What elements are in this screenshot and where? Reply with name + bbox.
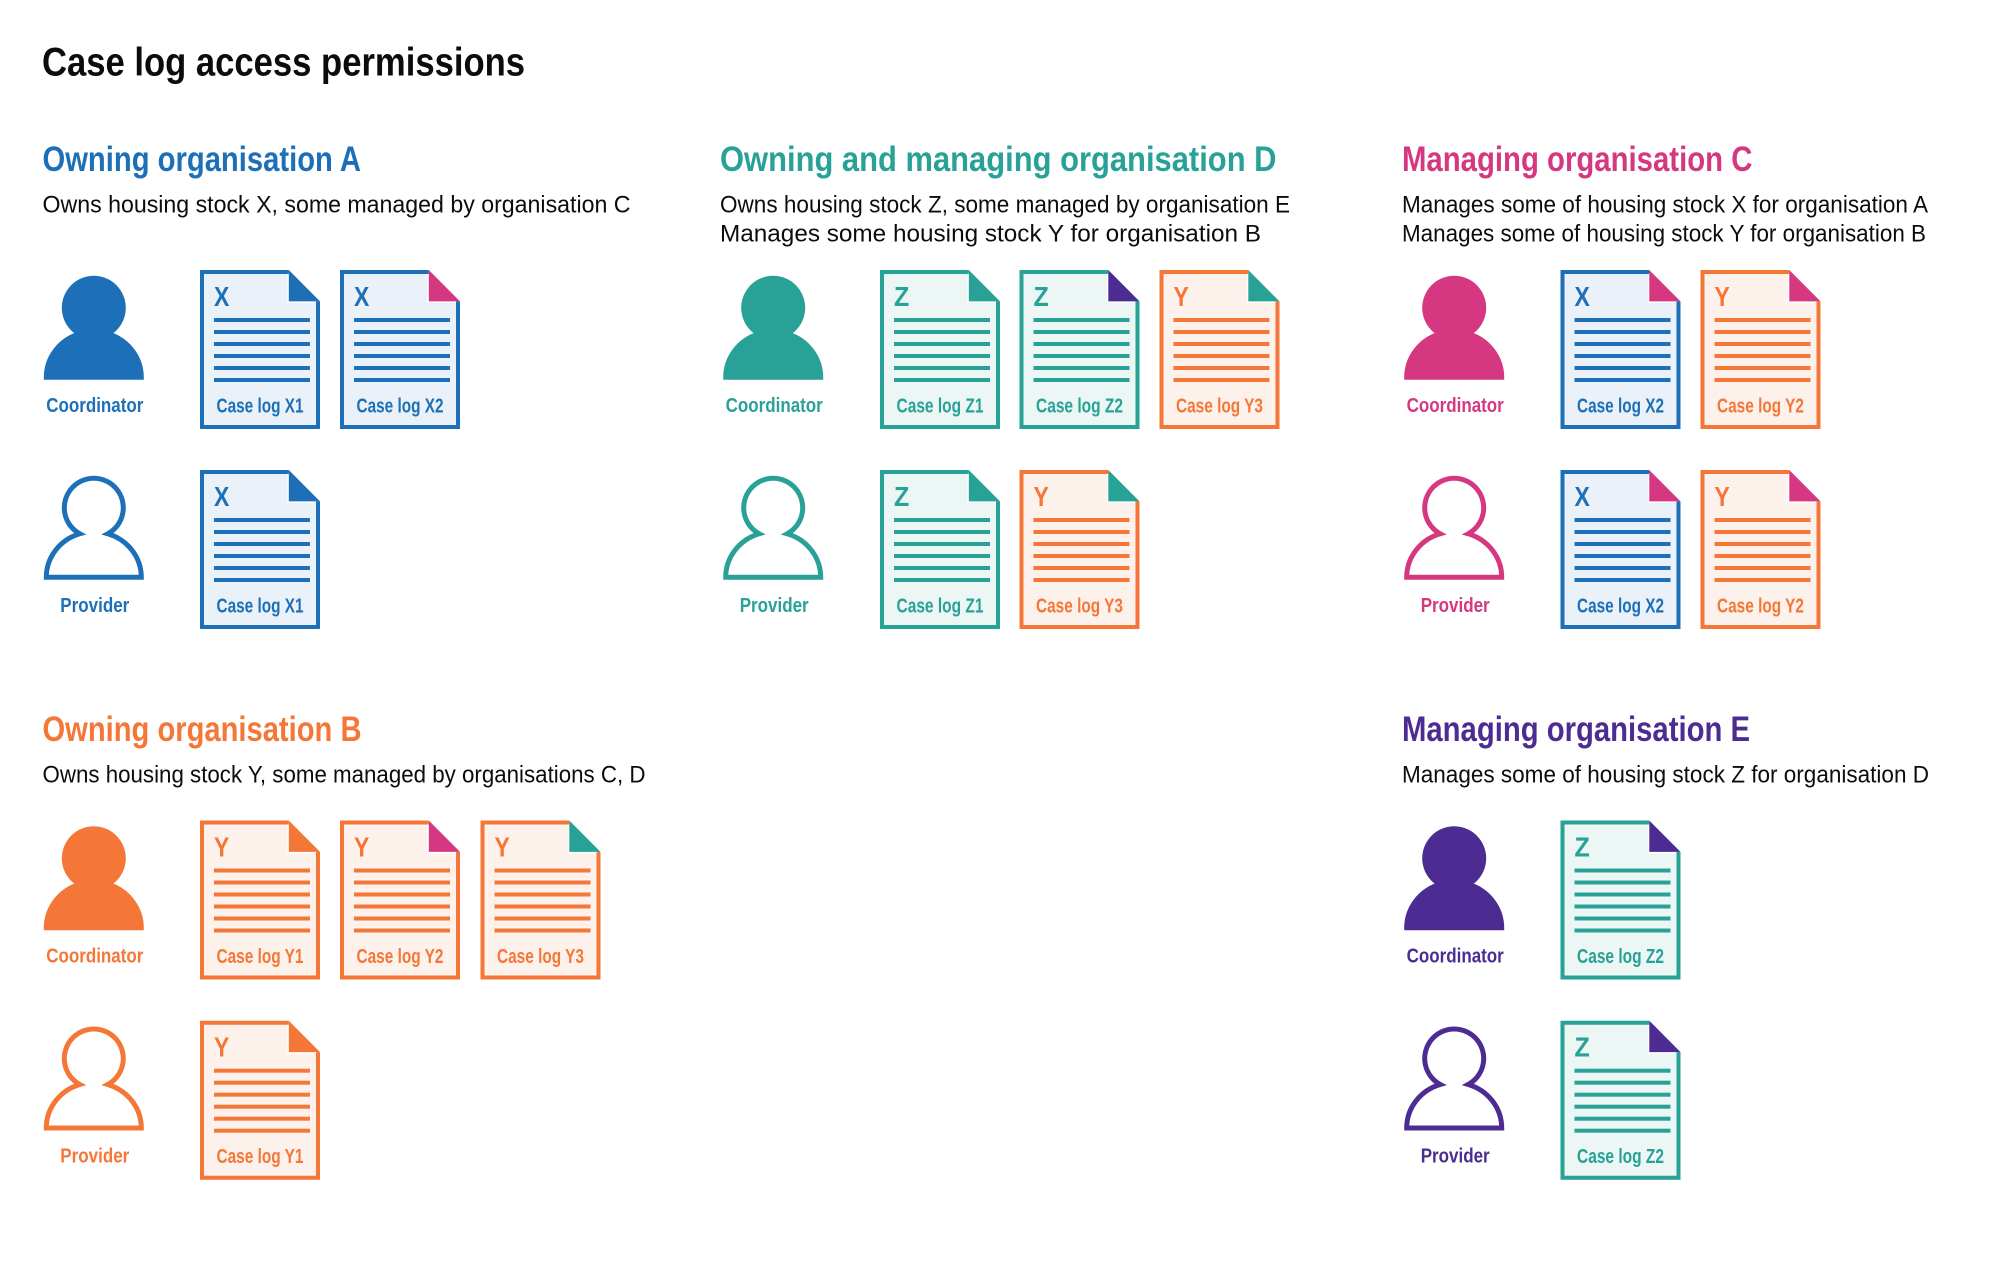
svg-text:Case log Z2: Case log Z2 <box>1036 395 1123 417</box>
svg-text:X: X <box>214 281 230 312</box>
svg-text:Z: Z <box>894 481 909 512</box>
svg-text:Coordinator: Coordinator <box>726 395 823 417</box>
svg-text:Provider: Provider <box>60 595 129 617</box>
svg-text:Case log access permissions: Case log access permissions <box>42 40 525 84</box>
svg-text:Case log Y1: Case log Y1 <box>217 1146 304 1168</box>
svg-text:Provider: Provider <box>1421 1146 1490 1168</box>
svg-text:Case log Y2: Case log Y2 <box>1717 595 1804 617</box>
svg-text:Y: Y <box>495 832 511 863</box>
svg-text:Z: Z <box>1575 1032 1590 1063</box>
svg-text:Case log X2: Case log X2 <box>357 395 444 417</box>
svg-text:X: X <box>1575 281 1591 312</box>
svg-text:Case log Z2: Case log Z2 <box>1577 1146 1664 1168</box>
svg-text:Case log Y1: Case log Y1 <box>217 946 304 968</box>
svg-text:Y: Y <box>1034 481 1050 512</box>
svg-text:Case log Y2: Case log Y2 <box>357 946 444 968</box>
svg-text:Owning organisation B: Owning organisation B <box>43 710 362 749</box>
svg-text:X: X <box>1575 481 1591 512</box>
svg-text:Case log Z2: Case log Z2 <box>1577 946 1664 968</box>
svg-text:Coordinator: Coordinator <box>1407 946 1504 968</box>
svg-text:Manages some of housing stock: Manages some of housing stock Z for orga… <box>1402 762 1929 789</box>
svg-text:Y: Y <box>214 832 230 863</box>
svg-text:Owning and managing organisati: Owning and managing organisation D <box>720 140 1277 179</box>
svg-text:Coordinator: Coordinator <box>46 946 143 968</box>
svg-text:Y: Y <box>354 832 370 863</box>
svg-text:Case log X1: Case log X1 <box>217 395 304 417</box>
svg-text:Case log Z1: Case log Z1 <box>897 595 984 617</box>
svg-text:Owns housing stock Y, some man: Owns housing stock Y, some managed by or… <box>43 762 646 789</box>
svg-text:Provider: Provider <box>60 1146 129 1168</box>
svg-text:Z: Z <box>894 281 909 312</box>
svg-text:Z: Z <box>1034 281 1049 312</box>
svg-text:Managing organisation C: Managing organisation C <box>1402 140 1752 179</box>
svg-text:Owns housing stock X, some man: Owns housing stock X, some managed by or… <box>43 192 631 219</box>
svg-text:Y: Y <box>1174 281 1190 312</box>
svg-text:X: X <box>214 481 230 512</box>
svg-text:Y: Y <box>1715 281 1731 312</box>
svg-text:Case log X2: Case log X2 <box>1577 595 1664 617</box>
svg-text:Case log Y2: Case log Y2 <box>1717 395 1804 417</box>
svg-text:Y: Y <box>214 1032 230 1063</box>
svg-text:Provider: Provider <box>1421 595 1490 617</box>
svg-text:Case log Z1: Case log Z1 <box>897 395 984 417</box>
svg-text:Case log Y3: Case log Y3 <box>497 946 584 968</box>
svg-text:Managing organisation E: Managing organisation E <box>1402 710 1750 749</box>
svg-text:Case log Y3: Case log Y3 <box>1036 595 1123 617</box>
svg-text:Owning organisation A: Owning organisation A <box>43 140 362 179</box>
svg-text:Provider: Provider <box>740 595 809 617</box>
svg-text:Manages some of housing stock: Manages some of housing stock X for orga… <box>1402 192 1929 219</box>
svg-text:Z: Z <box>1575 832 1590 863</box>
svg-text:Manages some housing stock Y f: Manages some housing stock Y for organis… <box>720 220 1261 247</box>
svg-text:Case log X2: Case log X2 <box>1577 395 1664 417</box>
svg-text:Coordinator: Coordinator <box>46 395 143 417</box>
svg-text:Manages some of housing stock: Manages some of housing stock Y for orga… <box>1402 220 1926 247</box>
svg-text:Case log X1: Case log X1 <box>217 595 304 617</box>
svg-text:Y: Y <box>1715 481 1731 512</box>
svg-text:Coordinator: Coordinator <box>1407 395 1504 417</box>
svg-text:Owns housing stock Z, some man: Owns housing stock Z, some managed by or… <box>720 192 1290 219</box>
svg-text:X: X <box>354 281 370 312</box>
svg-text:Case log Y3: Case log Y3 <box>1176 395 1263 417</box>
